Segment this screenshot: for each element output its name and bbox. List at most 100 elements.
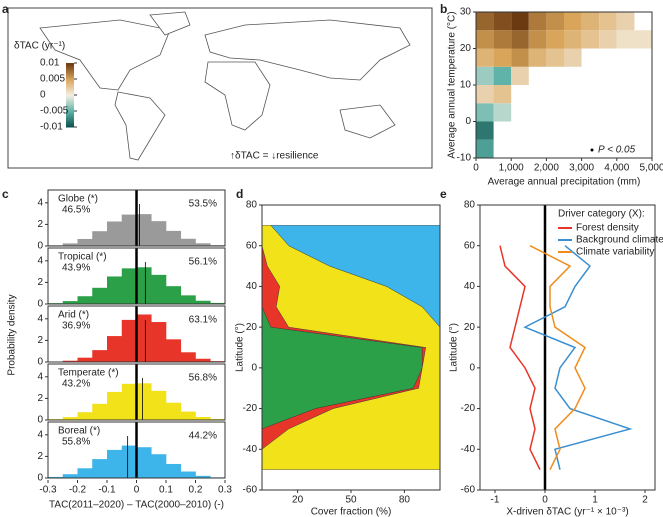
y-tick-label: 4 <box>37 197 43 208</box>
heat-cell <box>599 12 617 31</box>
y-tick-label: 40 <box>464 281 476 292</box>
hist-bar <box>136 267 152 304</box>
x-tick-label: 50 <box>345 495 357 506</box>
x-tick-label: 80 <box>399 495 411 506</box>
heat-cell <box>493 66 512 85</box>
hist-bar <box>166 339 182 362</box>
x-tick-label: 20 <box>292 495 304 506</box>
heat-cell <box>476 30 494 49</box>
colorbar-step <box>66 87 74 90</box>
hist-bar <box>48 476 64 478</box>
colorbar-step <box>66 90 74 93</box>
heat-cell <box>564 12 582 31</box>
hist-bar <box>151 454 167 478</box>
y-tick-label: 4 <box>37 371 43 382</box>
legend-label: Background climate <box>576 235 663 246</box>
colorbar-step <box>66 115 74 118</box>
panel-label: b <box>440 2 447 16</box>
right-share: 56.8% <box>189 373 217 384</box>
hist-bar <box>151 274 167 304</box>
hist-bar <box>121 445 137 478</box>
hist-bar <box>180 352 196 362</box>
colorbar-step <box>66 103 74 106</box>
hist-bar <box>92 287 108 304</box>
hist-bar <box>107 449 123 478</box>
y-tick-label: 0 <box>465 116 471 127</box>
x-tick-label: -0.2 <box>69 485 87 496</box>
heat-cell <box>493 48 512 67</box>
x-tick-label: -1 <box>491 495 500 506</box>
y-tick-label: 0 <box>37 241 43 252</box>
colorbar-label: δTAC (yr⁻¹) <box>14 41 65 52</box>
hist-bar <box>166 463 182 478</box>
y-axis-label: Probability density <box>7 294 18 375</box>
right-share: 56.1% <box>189 257 217 268</box>
heat-cell <box>616 30 635 49</box>
x-axis-label: Average annual precipitation (mm) <box>488 177 641 188</box>
south-america <box>114 91 166 161</box>
y-tick-label: -60 <box>461 485 476 496</box>
hist-bar <box>180 295 196 304</box>
hist-bar <box>107 221 123 246</box>
line <box>529 245 586 470</box>
legend-dot <box>590 148 594 152</box>
hist-bar <box>151 390 167 420</box>
colorbar-tick-label: 0 <box>40 90 46 101</box>
y-tick-label: 80 <box>246 200 258 211</box>
heat-cell <box>493 12 512 31</box>
map-annotation: ↑δTAC = ↓resilience <box>230 151 319 162</box>
hist-bar <box>62 243 78 246</box>
colorbar-step <box>66 117 74 120</box>
colorbar-step <box>66 120 74 123</box>
heat-cell <box>476 12 494 31</box>
colorbar-step <box>66 71 74 74</box>
legend-label: Forest density <box>576 223 639 234</box>
colorbar-step <box>66 77 74 80</box>
hist-bar <box>121 319 137 362</box>
heat-cell <box>634 30 652 49</box>
colorbar-tick-label: 0.01 <box>40 58 60 69</box>
y-tick-label: 60 <box>464 240 476 251</box>
left-share: 55.8% <box>62 437 90 448</box>
y-tick-label: 2 <box>37 335 43 346</box>
x-tick-label: 0.1 <box>159 485 173 496</box>
colorbar-step <box>66 106 74 109</box>
legend-label: P < 0.05 <box>598 145 636 156</box>
panel-label: a <box>2 2 9 16</box>
colorbar-step <box>66 64 74 67</box>
plot-frame <box>479 204 656 491</box>
right-share: 53.5% <box>189 199 217 210</box>
line <box>523 245 633 470</box>
heat-cell <box>476 121 494 140</box>
y-tick-label: 20 <box>464 322 476 333</box>
y-tick-label: -40 <box>461 444 476 455</box>
colorbar-step <box>66 114 74 117</box>
left-share: 43.2% <box>62 379 90 390</box>
panel-label: e <box>440 187 447 201</box>
heat-cell <box>581 30 600 49</box>
colorbar-step <box>66 88 74 91</box>
heat-cell <box>546 30 564 49</box>
colorbar-step <box>66 79 74 82</box>
heat-cell <box>476 139 494 158</box>
x-axis-label: Cover fraction (%) <box>311 507 392 517</box>
hist-bar <box>77 357 93 362</box>
x-tick-label: 2 <box>642 495 648 506</box>
y-tick-label: 0 <box>37 357 43 368</box>
y-tick-label: -20 <box>461 403 476 414</box>
colorbar-step <box>66 91 74 94</box>
y-tick-label: 80 <box>464 200 476 211</box>
y-tick-label: 0 <box>37 299 43 310</box>
heat-cell <box>599 30 617 49</box>
plot-frame <box>47 421 226 479</box>
y-tick-label: 0 <box>37 415 43 426</box>
line <box>499 245 541 470</box>
hist-bar <box>136 383 152 420</box>
colorbar-step <box>66 104 74 107</box>
panel-label: c <box>2 187 9 201</box>
colorbar-step <box>66 80 74 83</box>
colorbar-step <box>66 93 74 96</box>
hist-bar <box>62 417 78 420</box>
colorbar-step <box>66 111 74 114</box>
plot-frame <box>47 247 226 305</box>
